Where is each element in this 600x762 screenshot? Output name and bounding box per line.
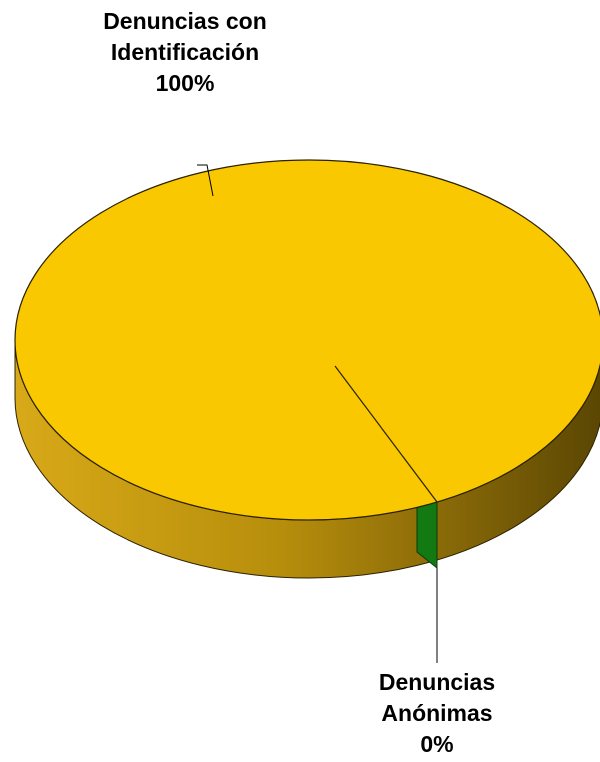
slice-percent: 0% [420, 731, 454, 757]
pie-slice-top-identificada [14, 159, 600, 521]
slice-label-identificada: Denuncias con Identificación 100% [35, 6, 335, 99]
slice-label-anonima: Denuncias Anónimas 0% [312, 667, 562, 760]
slice-name-line-1: Denuncias con [103, 8, 267, 34]
slice-percent: 100% [155, 70, 215, 96]
slice-name-line-1: Denuncias [378, 669, 496, 695]
slice-name-line-2: Identificación [110, 39, 260, 65]
pie-slice-divider [334, 365, 438, 503]
leader-line-identificada [197, 164, 214, 197]
slice-name-line-2: Anónimas [381, 700, 493, 726]
